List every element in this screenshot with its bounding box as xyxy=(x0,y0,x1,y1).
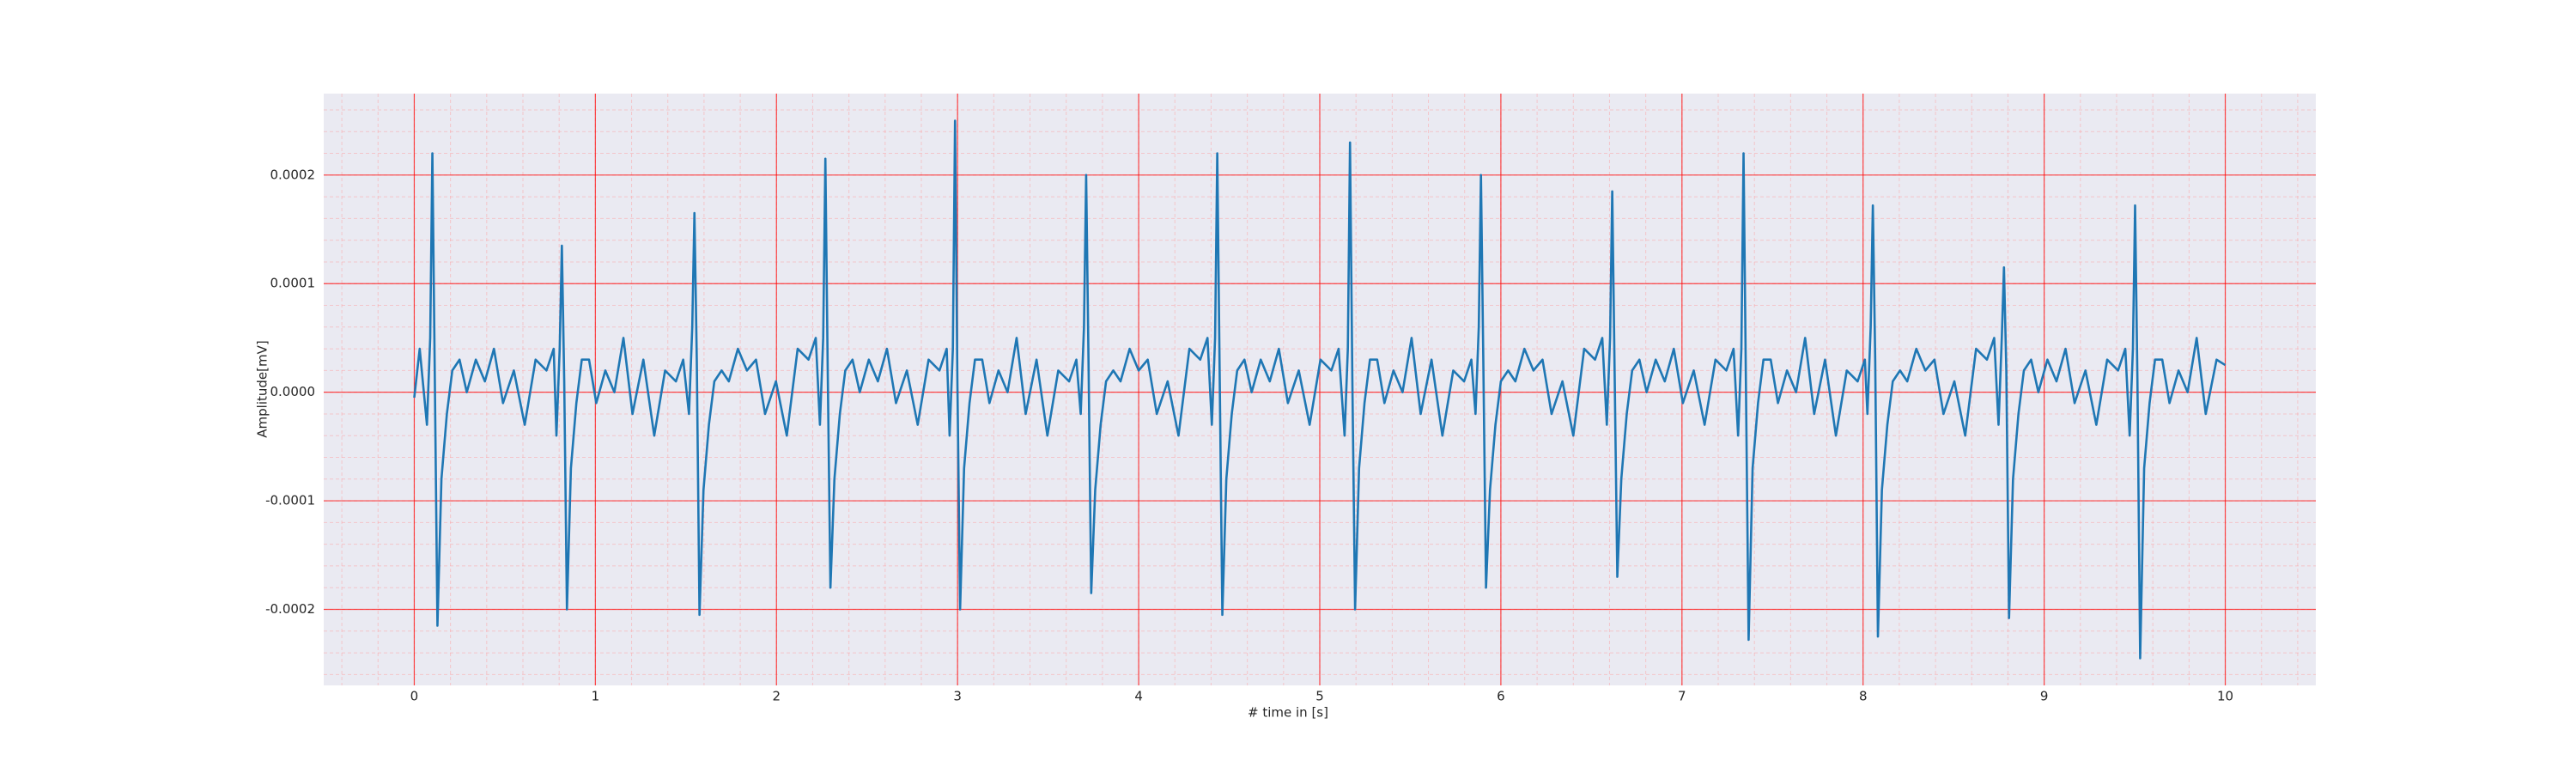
x-tick-label: 4 xyxy=(1134,689,1143,704)
x-axis-label: # time in [s] xyxy=(1248,705,1328,721)
x-tick-label: 2 xyxy=(772,689,781,704)
y-tick-label: -0.0002 xyxy=(265,601,315,617)
x-tick-label: 8 xyxy=(1859,689,1868,704)
signal-line xyxy=(413,119,2227,660)
y-tick-label: 0.0001 xyxy=(270,276,316,291)
y-tick-label: -0.0001 xyxy=(265,493,315,508)
x-tick-label: 5 xyxy=(1315,689,1324,704)
x-tick-label: 1 xyxy=(592,689,600,704)
y-axis-label: Amplitude[mV] xyxy=(255,340,270,437)
x-tick-label: 3 xyxy=(953,689,962,704)
y-tick-label: 0.0000 xyxy=(270,384,316,399)
x-tick-label: 10 xyxy=(2217,689,2233,704)
x-tick-label: 6 xyxy=(1497,689,1505,704)
y-tick-label: 0.0002 xyxy=(270,167,316,182)
x-tick-label: 9 xyxy=(2040,689,2049,704)
x-tick-label: 7 xyxy=(1678,689,1686,704)
x-tick-label: 0 xyxy=(410,689,419,704)
